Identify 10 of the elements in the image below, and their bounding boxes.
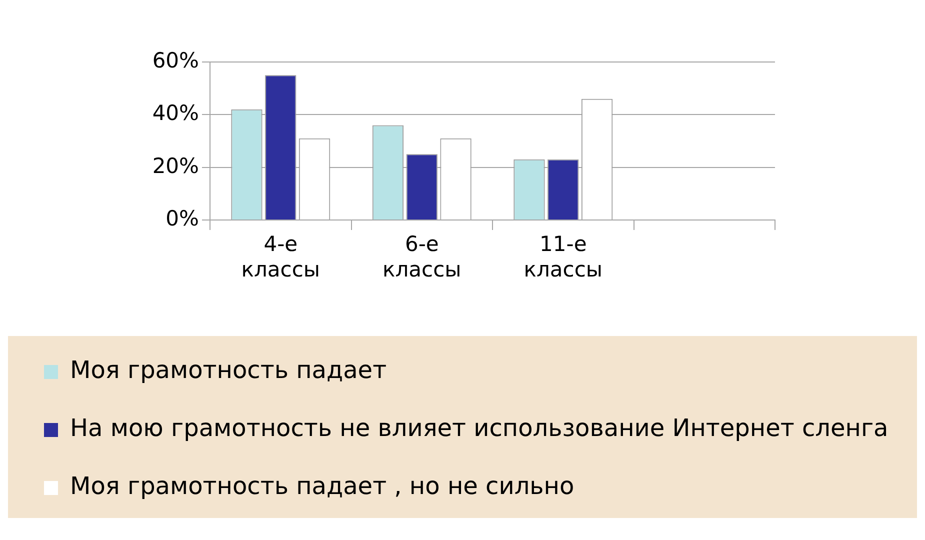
x-tick-label: 11-е классы — [524, 232, 602, 282]
y-tick-label: 0% — [166, 206, 199, 230]
legend-label: Моя грамотность падает — [70, 356, 387, 384]
x-tick-label: 4-е классы — [241, 232, 320, 282]
legend-label: Моя грамотность падает , но не сильно — [70, 472, 574, 500]
y-tick-label: 60% — [152, 48, 199, 72]
y-tick-label: 20% — [152, 154, 199, 178]
x-tick-label: 6-е классы — [382, 232, 462, 282]
legend-label: На мою грамотность не влияет использование Интернет сленга — [70, 414, 888, 442]
y-tick-label: 40% — [152, 101, 199, 126]
